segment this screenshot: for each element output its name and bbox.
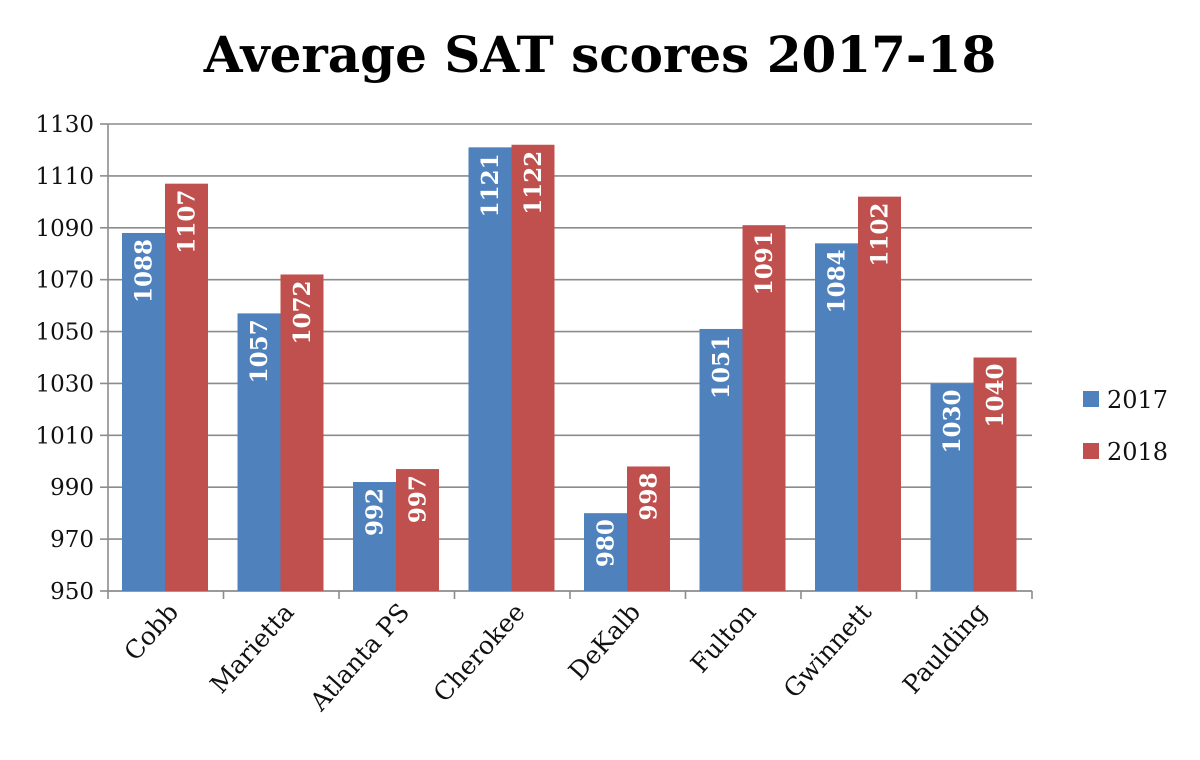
bar-2018-marietta bbox=[280, 274, 324, 591]
chart-title: Average SAT scores 2017-18 bbox=[203, 25, 996, 84]
y-tick-label: 1130 bbox=[35, 112, 94, 138]
bar-value-label: 1057 bbox=[246, 319, 273, 383]
category-label: Paulding bbox=[897, 598, 993, 700]
bar-value-label: 980 bbox=[593, 519, 620, 567]
category-label: Gwinnett bbox=[778, 598, 877, 704]
legend: 2017 2018 bbox=[1083, 386, 1168, 466]
axes: 950 970 990 1010 1030 1050 1070 1090 1110 1130 bbox=[35, 112, 1033, 605]
y-tick-label: 1050 bbox=[35, 320, 94, 346]
bar-value-label: 1091 bbox=[751, 231, 778, 295]
y-tick-label: 990 bbox=[50, 475, 94, 501]
legend-swatch-2017 bbox=[1083, 391, 1099, 407]
bar-2018-atlanta-ps bbox=[396, 469, 439, 591]
bar-value-label: 1051 bbox=[708, 335, 735, 399]
bar-2017-atlanta-ps bbox=[353, 482, 396, 591]
y-tick-label: 970 bbox=[50, 527, 94, 553]
bar-value-label: 1102 bbox=[867, 203, 894, 267]
y-tick-label: 950 bbox=[50, 579, 94, 605]
bar-value-labels: 1088 1107 1057 1072 992 997 1121 1122 980 998 1051… bbox=[131, 151, 1010, 567]
bar-value-label: 998 bbox=[636, 472, 663, 520]
bar-2017-cobb bbox=[122, 232, 165, 591]
category-label: Marietta bbox=[204, 598, 299, 699]
bar-2018-paulding bbox=[973, 357, 1017, 591]
bar-2017-marietta bbox=[237, 313, 281, 591]
category-label: DeKalb bbox=[563, 598, 646, 686]
bar-value-label: 997 bbox=[405, 475, 432, 523]
bar-value-label: 1121 bbox=[477, 153, 504, 217]
bar-value-label: 992 bbox=[362, 488, 389, 536]
bar-2017-cherokee bbox=[468, 147, 512, 591]
y-tick-label: 1090 bbox=[35, 216, 94, 242]
y-tick-label: 1070 bbox=[35, 268, 94, 294]
bar-2017-paulding bbox=[930, 383, 974, 591]
legend-label-2018: 2018 bbox=[1107, 438, 1168, 466]
bar-2017-dekalb bbox=[584, 513, 627, 591]
bar-2018-cobb bbox=[165, 183, 208, 591]
category-label: Atlanta PS bbox=[304, 598, 416, 717]
legend-swatch-2018 bbox=[1083, 443, 1099, 459]
bar-2018-dekalb bbox=[627, 466, 670, 591]
bar-value-label: 1122 bbox=[520, 151, 547, 215]
bar-value-label: 1107 bbox=[174, 190, 201, 254]
bar-2017-gwinnett bbox=[815, 243, 858, 591]
bar-2018-gwinnett bbox=[858, 196, 901, 591]
legend-label-2017: 2017 bbox=[1107, 386, 1168, 414]
bar-value-label: 1084 bbox=[824, 249, 851, 313]
y-tick-label: 1030 bbox=[35, 371, 94, 397]
category-label: Cobb bbox=[118, 598, 184, 667]
category-label: Fulton bbox=[685, 598, 762, 679]
category-label: Cherokee bbox=[428, 598, 531, 708]
category-labels: Cobb Marietta Atlanta PS Cherokee DeKalb Fult… bbox=[118, 598, 992, 717]
bar-value-label: 1030 bbox=[939, 389, 966, 453]
bar-value-label: 1072 bbox=[289, 280, 316, 344]
bars bbox=[122, 144, 1017, 591]
y-tick-label: 1110 bbox=[35, 164, 94, 190]
bar-2018-cherokee bbox=[511, 144, 555, 591]
bar-2017-fulton bbox=[699, 328, 743, 591]
bar-value-label: 1040 bbox=[982, 364, 1009, 428]
bar-value-label: 1088 bbox=[131, 239, 158, 303]
bar-2018-fulton bbox=[742, 225, 786, 591]
y-tick-label: 1010 bbox=[35, 423, 94, 449]
